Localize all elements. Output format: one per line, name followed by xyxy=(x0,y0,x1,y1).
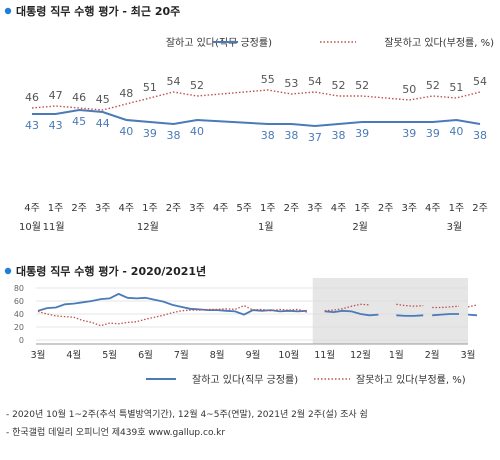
chart2-y-tick-label: 80 xyxy=(14,284,24,293)
chart2-x-tick-label: 7월 xyxy=(174,349,189,361)
chart1-approve-value-label: 40 xyxy=(190,125,204,138)
chart1-approve-line xyxy=(32,108,481,128)
chart2-x-tick-label: 9월 xyxy=(246,349,261,361)
chart2-x-tick-label: 3월 xyxy=(461,349,476,361)
chart1-disapprove-value-label: 54 xyxy=(166,75,180,88)
chart1-x-tick-label: 1주 xyxy=(449,203,465,214)
chart2-x-axis: 3월 4월 5월 6월 7월 8월 9월 10월 11월 12월 1월 2월 3월 xyxy=(31,349,476,361)
chart1-x-tick-label: 3주 xyxy=(401,203,417,214)
chart1-approve-value-label: 39 xyxy=(355,127,369,140)
chart1-x-tick-label: 4주 xyxy=(425,203,441,214)
chart1-x-tick-label: 1주 xyxy=(260,203,276,214)
chart2-x-tick-label: 8월 xyxy=(210,349,225,361)
chart1-approve-value-label: 40 xyxy=(119,125,133,138)
chart1-approve-value-label: 43 xyxy=(25,119,39,132)
chart2-x-tick-label: 10월 xyxy=(278,349,299,361)
chart1-x-tick-label: 4주 xyxy=(213,203,229,214)
chart2-x-tick-label: 3월 xyxy=(31,349,46,361)
chart1-value-labels: 43 43 45 44 40 39 38 40 38 38 37 38 39 39 39 40 38 46 47 46… xyxy=(25,73,487,144)
chart1-x-tick-label: 2주 xyxy=(378,203,394,214)
chart1-month-label: 1월 xyxy=(258,221,274,233)
chart2-y-tick-label: 20 xyxy=(14,323,24,332)
chart1-approve-value-label: 40 xyxy=(449,125,463,138)
chart2-y-tick-label: 0 xyxy=(19,336,24,345)
chart1-disapprove-value-label: 54 xyxy=(308,75,322,88)
title-bullet-icon xyxy=(4,7,12,15)
note-survey-breaks: - 2020년 10월 1~2주(추석 특별방역기간), 12월 4~5주(연말… xyxy=(6,408,368,420)
chart1-disapprove-value-label: 55 xyxy=(261,73,275,86)
chart2-x-tick-label: 11월 xyxy=(314,349,335,361)
chart1-month-label: 10월 xyxy=(19,221,41,233)
chart2-x-tick-label: 4월 xyxy=(66,349,81,361)
chart1-x-tick-label: 3주 xyxy=(95,203,111,214)
chart1-disapprove-value-label: 52 xyxy=(332,79,346,92)
chart1-approve-value-label: 39 xyxy=(143,127,157,140)
chart1-title: 대통령 직무 수행 평가 - 최근 20주 xyxy=(16,4,180,18)
chart2-lines xyxy=(37,292,478,327)
chart1-disapprove-value-label: 50 xyxy=(402,83,416,96)
chart2-grid: 0 20 40 60 80 xyxy=(14,284,468,345)
chart1-month-label: 11월 xyxy=(43,221,65,233)
chart1-x-tick-label: 2주 xyxy=(166,203,182,214)
chart1-disapprove-line xyxy=(31,89,481,111)
chart1-lines xyxy=(31,89,481,128)
chart1-approve-value-label: 37 xyxy=(308,131,322,144)
chart2-x-tick-label: 12월 xyxy=(350,349,371,361)
chart1-month-label: 3월 xyxy=(447,221,463,233)
chart1-x-tick-label: 1주 xyxy=(142,203,158,214)
chart2-title: 대통령 직무 수행 평가 - 2020/2021년 xyxy=(16,264,206,278)
chart1-x-tick-label: 4주 xyxy=(331,203,347,214)
chart1-month-label: 12월 xyxy=(137,221,159,233)
chart2-y-tick-label: 40 xyxy=(14,310,24,319)
chart1-approve-value-label: 38 xyxy=(166,129,180,142)
title-bullet-icon xyxy=(4,267,12,275)
chart1-approve-value-label: 38 xyxy=(332,129,346,142)
chart1-x-tick-label: 2주 xyxy=(472,203,488,214)
chart1-disapprove-value-label: 51 xyxy=(143,81,157,94)
chart1-disapprove-value-label: 51 xyxy=(449,81,463,94)
chart1-x-tick-label: 1주 xyxy=(354,203,370,214)
chart1-x-tick-label: 3주 xyxy=(189,203,205,214)
chart2-x-tick-label: 1월 xyxy=(389,349,404,361)
chart1-x-tick-label: 3주 xyxy=(307,203,323,214)
chart1-legend-disapprove: 잘못하고 있다(부정률, %) xyxy=(384,36,494,49)
chart2-x-tick-label: 6월 xyxy=(138,349,153,361)
chart2-approve-line xyxy=(37,292,478,317)
chart1-disapprove-value-label: 54 xyxy=(473,75,487,88)
chart1-x-tick-label: 2주 xyxy=(71,203,87,214)
chart1-x-tick-label: 4주 xyxy=(24,203,40,214)
chart1-disapprove-value-label: 52 xyxy=(426,79,440,92)
chart1-approve-value-label: 44 xyxy=(96,117,110,130)
chart2-legend-approve: 잘하고 있다(직무 긍정률) xyxy=(192,373,298,386)
chart1-disapprove-value-label: 48 xyxy=(119,87,133,100)
chart1-x-tick-label: 2주 xyxy=(284,203,300,214)
note-source: - 한국갤럽 데일리 오피니언 제439호 www.gallup.co.kr xyxy=(6,426,225,438)
chart1-x-tick-label: 4주 xyxy=(119,203,135,214)
chart1-approve-value-label: 39 xyxy=(426,127,440,140)
chart2-y-tick-label: 60 xyxy=(14,297,24,306)
chart1-approve-value-label: 38 xyxy=(261,129,275,142)
chart1-approve-value-label: 45 xyxy=(72,115,86,128)
chart2-x-tick-label: 2월 xyxy=(425,349,440,361)
chart1-disapprove-value-label: 52 xyxy=(190,79,204,92)
chart1-x-tick-label: 5주 xyxy=(236,203,252,214)
chart1-x-axis: 4주 1주 2주 3주 4주 1주 2주 3주 4주 5주 1주 2주 3주 4주 1주 2주 3주 4주 1주 2주… xyxy=(19,203,488,233)
chart2-legend-disapprove: 잘못하고 있다(부정률, %) xyxy=(356,373,466,386)
chart1-disapprove-value-label: 46 xyxy=(25,91,39,104)
chart1-x-tick-label: 1주 xyxy=(48,203,64,214)
chart1-disapprove-value-label: 52 xyxy=(355,79,369,92)
chart1-disapprove-value-label: 53 xyxy=(284,77,298,90)
chart2-x-tick-label: 5월 xyxy=(102,349,117,361)
chart1-month-label: 2월 xyxy=(352,221,368,233)
chart1-approve-value-label: 38 xyxy=(284,129,298,142)
chart1-disapprove-value-label: 47 xyxy=(49,89,63,102)
chart1-disapprove-value-label: 45 xyxy=(96,93,110,106)
chart1-approve-value-label: 38 xyxy=(473,129,487,142)
chart2-disapprove-line xyxy=(37,303,478,327)
chart1-disapprove-value-label: 46 xyxy=(72,91,86,104)
chart1-approve-value-label: 39 xyxy=(402,127,416,140)
chart1-approve-value-label: 43 xyxy=(49,119,63,132)
